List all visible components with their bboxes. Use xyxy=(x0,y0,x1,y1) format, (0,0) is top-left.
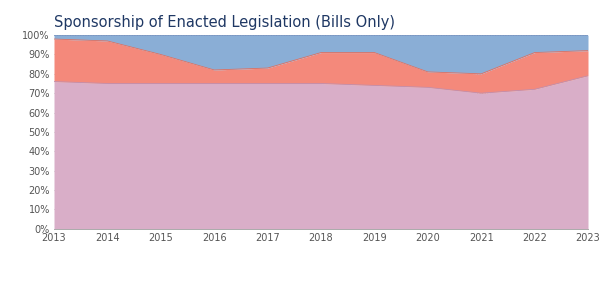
Text: Sponsorship of Enacted Legislation (Bills Only): Sponsorship of Enacted Legislation (Bill… xyxy=(54,15,395,30)
